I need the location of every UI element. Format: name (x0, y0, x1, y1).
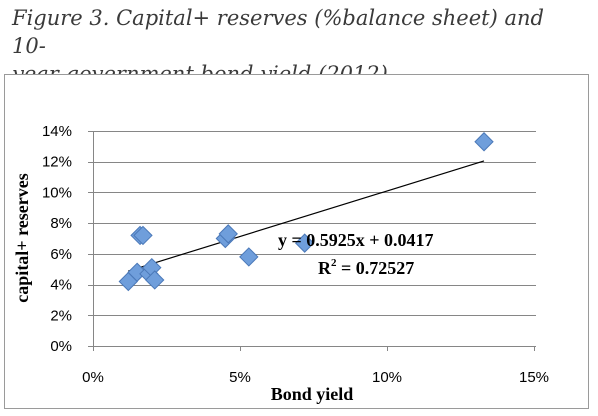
data-point-3 (133, 225, 153, 246)
data-point-6 (145, 270, 165, 290)
trendline-line (128, 160, 485, 272)
y-tick-label-2: 4% (50, 277, 72, 294)
y-tick-label-1: 2% (50, 307, 72, 324)
trendline (128, 160, 485, 272)
data-points (118, 132, 494, 292)
data-point-9 (239, 247, 259, 267)
data-point-8 (218, 224, 238, 244)
data-point-1 (127, 262, 147, 282)
r-squared-value: = 0.72527 (337, 258, 415, 278)
r-squared-exponent: 2 (331, 257, 337, 269)
x-tick-label-3: 15% (519, 369, 549, 386)
data-point-11 (474, 132, 494, 152)
x-tick-label-1: 5% (229, 369, 251, 386)
y-tick-label-0: 0% (50, 338, 72, 355)
gridlines (93, 131, 536, 316)
trendline-equation-label: y = 0.5925x + 0.0417 (278, 230, 434, 250)
r-squared-label: R2 = 0.72527 (318, 257, 414, 278)
x-axis-title: Bond yield (271, 384, 354, 404)
x-tick-label-2: 10% (372, 369, 402, 386)
y-tick-label-6: 12% (42, 154, 72, 171)
r-squared-prefix: R (318, 258, 332, 278)
x-tick-labels: 0% 5% 10% 15% (82, 346, 549, 386)
data-point-10 (294, 233, 315, 253)
y-tick-label-7: 14% (42, 123, 72, 140)
y-tick-label-5: 10% (42, 184, 72, 201)
y-tick-label-4: 8% (50, 215, 72, 232)
x-tick-label-0: 0% (82, 369, 104, 386)
chart-area-border (4, 74, 589, 409)
figure-caption-line-1: Figure 3. Capital+ reserves (%balance sh… (12, 6, 544, 58)
y-axis-title: capital+ reserves (12, 173, 32, 302)
y-tick-labels: 0% 2% 4% 6% 8% 10% 12% 14% (42, 123, 93, 355)
y-tick-label-3: 6% (50, 246, 72, 263)
